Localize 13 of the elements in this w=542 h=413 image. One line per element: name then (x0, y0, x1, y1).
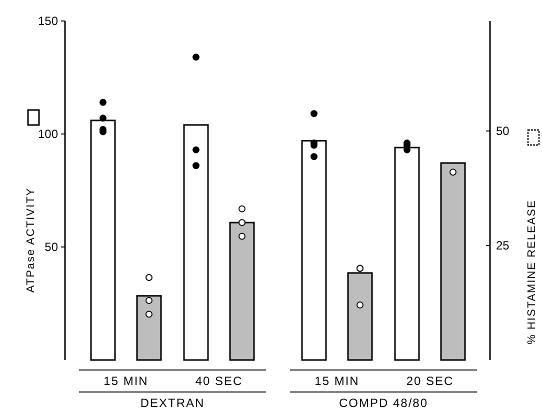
text: DEXTRAN (140, 396, 205, 410)
y2-tick-label: 25 (496, 238, 510, 253)
y2-axis-title: % HISTAMINE RELEASE (526, 200, 538, 344)
y-tick-label: 100 (38, 127, 58, 142)
x-tick-label: 15 MIN (104, 374, 148, 388)
text: COMPD 48/80 (338, 396, 428, 410)
x-tick-label: 20 SEC (406, 374, 454, 388)
x-tick-label: 40 SEC (195, 374, 243, 388)
y-axis-title: ATPase ACTIVITY (25, 187, 37, 293)
x-tick-label: 15 MIN (314, 374, 360, 388)
y-tick-label: 50 (44, 240, 58, 254)
y2-tick-label: 50 (496, 124, 510, 138)
y-tick-label: 150 (38, 14, 58, 28)
